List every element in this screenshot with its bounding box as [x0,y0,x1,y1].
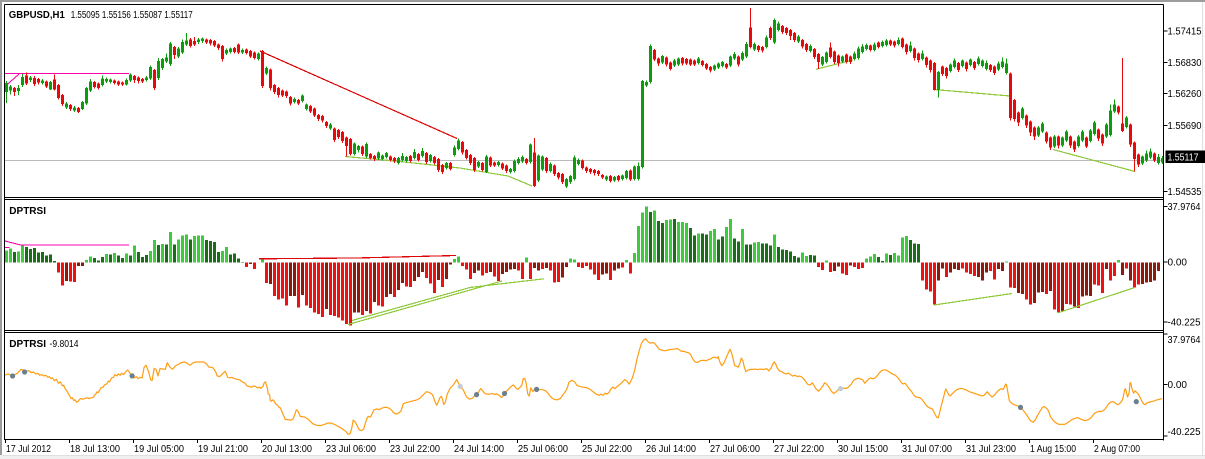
svg-text:30 Jul 15:00: 30 Jul 15:00 [838,444,888,455]
svg-text:23 Jul 06:00: 23 Jul 06:00 [326,444,376,455]
svg-text:18 Jul 13:00: 18 Jul 13:00 [70,444,120,455]
svg-text:25 Jul 22:00: 25 Jul 22:00 [582,444,632,455]
svg-text:27 Jul 06:00: 27 Jul 06:00 [710,444,760,455]
svg-text:23 Jul 22:00: 23 Jul 22:00 [390,444,440,455]
svg-text:1.56260: 1.56260 [1168,89,1202,100]
svg-text:37.9764: 37.9764 [1168,202,1201,213]
svg-text:1.55095 1.55156 1.55087 1.5511: 1.55095 1.55156 1.55087 1.55117 [71,10,193,21]
svg-text:31 Jul 23:00: 31 Jul 23:00 [966,444,1016,455]
svg-text:1.55690: 1.55690 [1168,121,1202,132]
svg-text:1.56830: 1.56830 [1168,58,1202,69]
svg-text:19 Jul 21:00: 19 Jul 21:00 [198,444,248,455]
svg-text:-40.225: -40.225 [1168,427,1201,438]
svg-text:1 Aug 15:00: 1 Aug 15:00 [1030,444,1076,455]
svg-text:1.55117: 1.55117 [1168,152,1199,163]
svg-text:1.54535: 1.54535 [1168,187,1202,198]
svg-text:17 Jul 2012: 17 Jul 2012 [6,444,51,455]
svg-text:DPTRSI: DPTRSI [9,206,46,217]
svg-text:25 Jul 06:00: 25 Jul 06:00 [518,444,568,455]
svg-text:31 Jul 07:00: 31 Jul 07:00 [902,444,952,455]
svg-text:0.00: 0.00 [1168,258,1188,269]
svg-text:19 Jul 05:00: 19 Jul 05:00 [134,444,184,455]
svg-text:37.9764: 37.9764 [1168,335,1201,346]
svg-text:GBPUSD,H1: GBPUSD,H1 [9,10,65,21]
svg-text:1.57415: 1.57415 [1168,27,1202,38]
svg-text:-9.8014: -9.8014 [50,339,79,350]
svg-text:DPTRSI: DPTRSI [9,339,46,350]
svg-text:26 Jul 14:00: 26 Jul 14:00 [646,444,696,455]
svg-text:2 Aug 07:00: 2 Aug 07:00 [1094,444,1140,455]
svg-text:27 Jul 22:00: 27 Jul 22:00 [774,444,824,455]
svg-text:0.00: 0.00 [1168,380,1188,391]
svg-text:-40.225: -40.225 [1168,318,1201,329]
svg-text:20 Jul 13:00: 20 Jul 13:00 [262,444,312,455]
svg-text:24 Jul 14:00: 24 Jul 14:00 [454,444,504,455]
